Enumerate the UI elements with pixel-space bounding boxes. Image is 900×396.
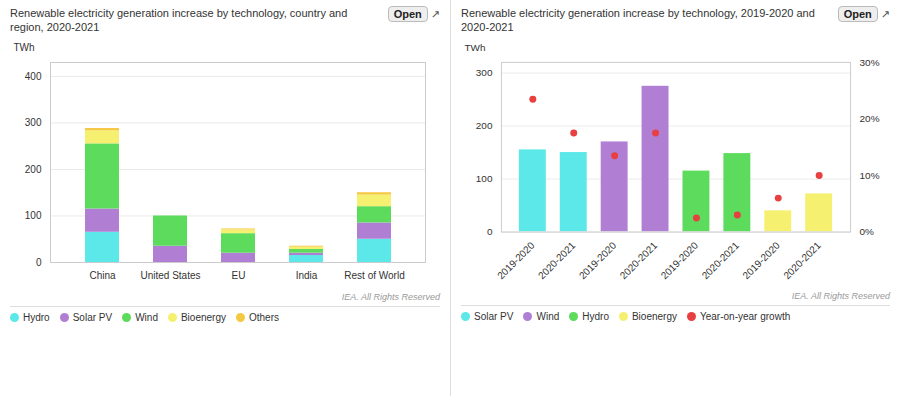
html-text:Year-on-year growth: Year-on-year growth	[700, 311, 791, 323]
html-text:Solar PV: Solar PV	[474, 311, 514, 323]
svg-text:2019-2020: 2019-2020	[659, 239, 701, 281]
html-text:Bioenergy: Bioenergy	[632, 311, 677, 323]
svg-text:30%: 30%	[860, 57, 880, 68]
svg-text:China: China	[89, 270, 116, 281]
svg-text:200: 200	[476, 120, 493, 131]
svg-text:300: 300	[25, 117, 42, 128]
html-text:Others: Others	[249, 312, 279, 323]
svg-text:200: 200	[25, 164, 42, 175]
svg-text:2020-2021: 2020-2021	[700, 239, 742, 281]
svg-text:TWh: TWh	[14, 42, 35, 53]
svg-text:100: 100	[476, 173, 493, 184]
html-text:Hydro: Hydro	[23, 312, 50, 323]
html-text:Wind: Wind	[536, 311, 560, 323]
svg-text:India: India	[296, 270, 318, 281]
svg-text:0: 0	[36, 257, 42, 268]
svg-text:2019-2020: 2019-2020	[495, 239, 537, 281]
svg-text:100: 100	[25, 210, 42, 221]
svg-text:10%: 10%	[860, 170, 880, 181]
svg-text:TWh: TWh	[465, 42, 486, 53]
html-text:Solar PV: Solar PV	[72, 312, 113, 323]
svg-text:United States: United States	[140, 270, 200, 281]
html-text:Renewable electricity generati: Renewable electricity generation increas…	[461, 7, 815, 33]
html-text:IEA. All Rights Reserved: IEA. All Rights Reserved	[791, 291, 890, 302]
svg-text:2020-2021: 2020-2021	[781, 239, 823, 281]
svg-text:2019-2020: 2019-2020	[740, 239, 782, 281]
html-text:IEA. All Rights Reserved: IEA. All Rights Reserved	[341, 292, 440, 302]
svg-text:0: 0	[487, 226, 493, 237]
html-text:Bioenergy: Bioenergy	[181, 312, 226, 323]
html-text:Renewable electricity generati: Renewable electricity generation increas…	[10, 7, 348, 33]
svg-text:Rest of World: Rest of World	[344, 270, 404, 281]
svg-text:0%: 0%	[860, 226, 875, 237]
svg-text:EU: EU	[232, 270, 246, 281]
svg-text:2020-2021: 2020-2021	[618, 239, 660, 281]
html-text:Open: Open	[393, 8, 422, 20]
svg-text:20%: 20%	[860, 113, 880, 124]
html-text:Open: Open	[843, 8, 872, 20]
svg-text:2020-2021: 2020-2021	[536, 239, 578, 281]
svg-text:300: 300	[476, 67, 493, 78]
svg-text:400: 400	[25, 71, 42, 82]
svg-text:2019-2020: 2019-2020	[577, 239, 619, 281]
html-text:Wind: Wind	[135, 312, 158, 323]
html-text:Hydro: Hydro	[582, 311, 609, 323]
